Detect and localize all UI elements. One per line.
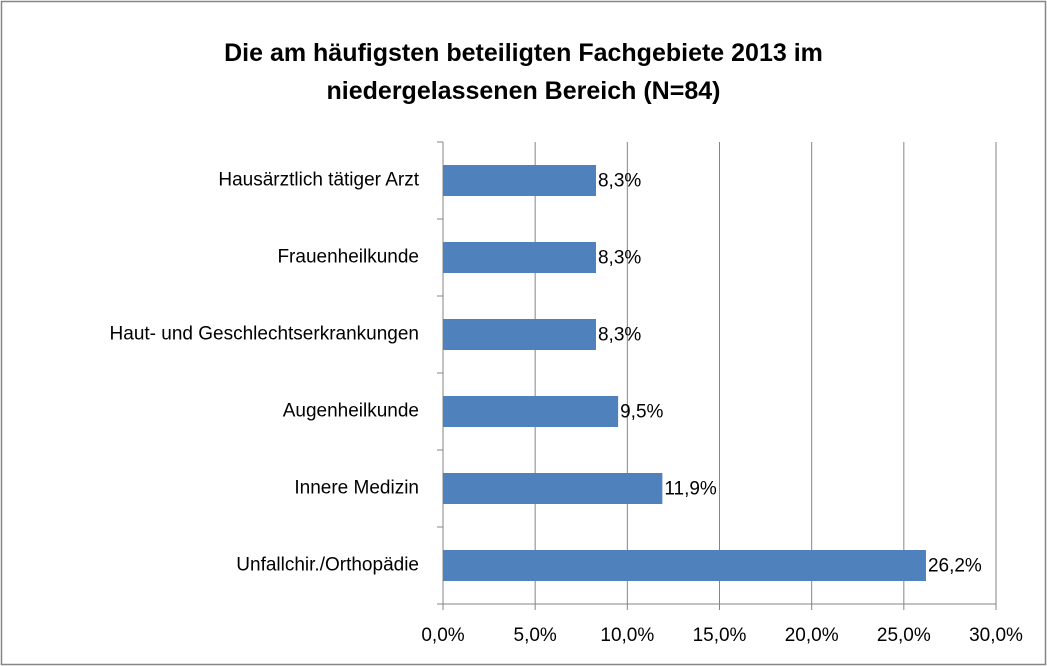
y-tick-label: Innere Medizin — [294, 478, 419, 499]
bar — [443, 242, 596, 273]
bar — [443, 396, 619, 427]
x-tick-label: 10,0% — [600, 625, 654, 646]
data-label: 11,9% — [664, 479, 717, 500]
x-tick-label: 20,0% — [785, 625, 839, 646]
chart-title: Die am häufigsten beteiligten Fachgebiet… — [224, 39, 823, 105]
x-tick-label: 25,0% — [877, 625, 931, 646]
data-label: 8,3% — [598, 171, 641, 192]
y-tick-label: Augenheilkunde — [283, 401, 419, 422]
y-tick-label: Haut- und Geschlechtserkrankungen — [110, 324, 419, 345]
x-tick-label: 0,0% — [421, 625, 464, 646]
x-tick-label: 15,0% — [693, 625, 747, 646]
data-label: 8,3% — [598, 248, 641, 269]
y-tick-label: Unfallchir./Orthopädie — [236, 555, 419, 576]
data-label: 9,5% — [620, 402, 663, 423]
y-tick-label: Hausärztlich tätiger Arzt — [218, 170, 419, 191]
x-tick-label: 30,0% — [969, 625, 1023, 646]
x-tick-label: 5,0% — [514, 625, 557, 646]
data-label: 8,3% — [598, 325, 641, 346]
bar — [443, 319, 596, 350]
bar — [443, 550, 926, 581]
bar — [443, 165, 596, 196]
y-tick-label: Frauenheilkunde — [277, 247, 419, 268]
bar — [443, 473, 663, 504]
data-label: 26,2% — [928, 556, 982, 577]
title-box: Die am häufigsten beteiligten Fachgebiet… — [0, 34, 1047, 110]
